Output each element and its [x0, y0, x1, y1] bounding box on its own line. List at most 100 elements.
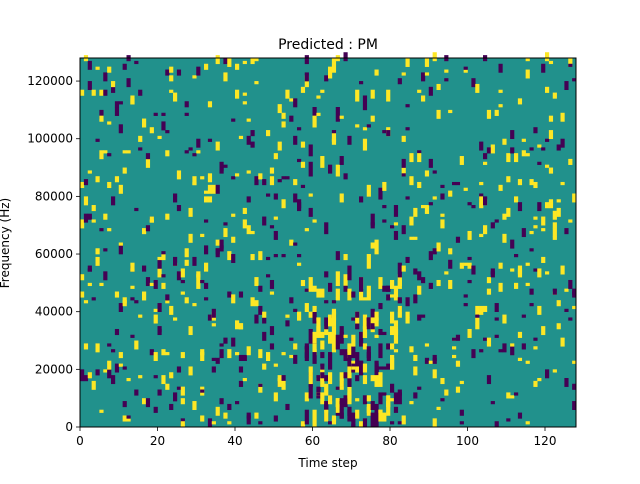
heatmap-cell: [525, 262, 530, 266]
heatmap-cell: [339, 331, 344, 344]
heatmap-cell: [397, 279, 402, 287]
heatmap-cell: [533, 127, 538, 134]
heatmap-cell: [339, 372, 344, 387]
heatmap-cell: [331, 58, 337, 73]
heatmap-cell: [324, 271, 329, 278]
heatmap-cell: [417, 314, 422, 321]
heatmap-cell: [366, 317, 371, 327]
heatmap-cell: [556, 144, 561, 151]
heatmap-cell: [142, 265, 147, 272]
heatmap-cell: [397, 297, 402, 304]
heatmap-cell: [169, 403, 174, 411]
heatmap-cell: [231, 337, 236, 347]
heatmap-cell: [107, 228, 112, 232]
heatmap-cell: [266, 352, 271, 361]
heatmap-cell: [541, 326, 546, 336]
heatmap-cell: [107, 66, 112, 73]
heatmap-cell: [111, 83, 116, 93]
heatmap-cell: [486, 277, 492, 284]
heatmap-cell: [514, 196, 519, 203]
heatmap-cell: [370, 401, 375, 410]
x-tick-label: 80: [382, 434, 397, 448]
heatmap-cell: [87, 282, 92, 287]
heatmap-cell: [200, 415, 205, 422]
heatmap-cell: [548, 167, 554, 174]
heatmap-cell: [393, 395, 399, 405]
heatmap-cell: [459, 409, 464, 416]
heatmap-cell: [99, 409, 104, 413]
heatmap-cell: [235, 173, 240, 177]
heatmap-cell: [374, 363, 379, 367]
heatmap-cell: [382, 415, 387, 422]
heatmap-cell: [347, 135, 352, 145]
heatmap-cell: [227, 58, 232, 67]
heatmap-cell: [351, 334, 356, 347]
heatmap-cell: [556, 323, 561, 330]
heatmap-cell: [386, 343, 391, 350]
heatmap-cell: [99, 109, 104, 119]
heatmap-cell: [564, 288, 569, 292]
heatmap-cell: [320, 372, 325, 379]
heatmap-cell: [498, 89, 503, 93]
heatmap-cell: [192, 303, 197, 307]
heatmap-cell: [304, 392, 309, 402]
heatmap-cell: [362, 343, 368, 350]
heatmap-cell: [390, 326, 395, 333]
heatmap-cell: [498, 349, 503, 353]
heatmap-cell: [537, 377, 542, 382]
heatmap-cell: [118, 245, 123, 255]
heatmap-cell: [273, 415, 278, 422]
heatmap-cell: [374, 311, 379, 321]
heatmap-cell: [142, 118, 147, 128]
heatmap-cell: [157, 328, 162, 333]
heatmap-cell: [517, 98, 523, 105]
heatmap-cell: [289, 337, 294, 341]
heatmap-cell: [366, 124, 371, 128]
heatmap-cell: [289, 98, 294, 102]
heatmap-cell: [374, 403, 379, 419]
heatmap-cell: [486, 337, 492, 347]
heatmap-cell: [339, 401, 344, 405]
heatmap-cell: [188, 326, 193, 336]
heatmap-cell: [413, 236, 418, 240]
heatmap-cell: [126, 150, 131, 154]
x-axis: 0 20 40 60 80 100 120: [76, 427, 556, 448]
heatmap-cell: [254, 277, 259, 287]
heatmap-cell: [529, 147, 534, 151]
heatmap-cell: [266, 274, 271, 278]
heatmap-cell: [568, 279, 573, 289]
heatmap-cell: [479, 349, 484, 353]
heatmap-cell: [432, 52, 437, 62]
heatmap-cell: [207, 101, 213, 108]
heatmap-cell: [545, 52, 550, 62]
heatmap-cell: [111, 81, 116, 88]
heatmap-cell: [362, 138, 368, 151]
heatmap-cell: [219, 398, 224, 405]
heatmap-cell: [382, 219, 387, 223]
heatmap-cell: [390, 421, 395, 425]
heatmap-cell: [444, 389, 449, 396]
heatmap-cell: [498, 184, 503, 191]
heatmap-cell: [184, 150, 189, 154]
heatmap-cell: [111, 349, 116, 353]
heatmap-cell: [374, 239, 379, 255]
heatmap-cell: [537, 305, 542, 315]
heatmap-cell: [545, 202, 550, 209]
heatmap-cell: [529, 179, 534, 186]
heatmap-cell: [308, 207, 313, 217]
heatmap-cell: [452, 181, 457, 186]
heatmap-cell: [401, 158, 406, 168]
heatmap-cell: [444, 271, 449, 275]
heatmap-cell: [316, 317, 321, 333]
heatmap-cell: [235, 401, 240, 405]
heatmap-cell: [300, 161, 306, 168]
heatmap-cell: [440, 193, 445, 200]
x-tick-label: 20: [150, 434, 165, 448]
heatmap-cell: [486, 109, 492, 119]
heatmap-cell: [421, 205, 426, 209]
heatmap-cell: [541, 216, 546, 226]
heatmap-cell: [339, 386, 344, 390]
heatmap-cell: [339, 156, 344, 165]
heatmap-cell: [413, 392, 418, 399]
heatmap-cell: [320, 363, 325, 370]
